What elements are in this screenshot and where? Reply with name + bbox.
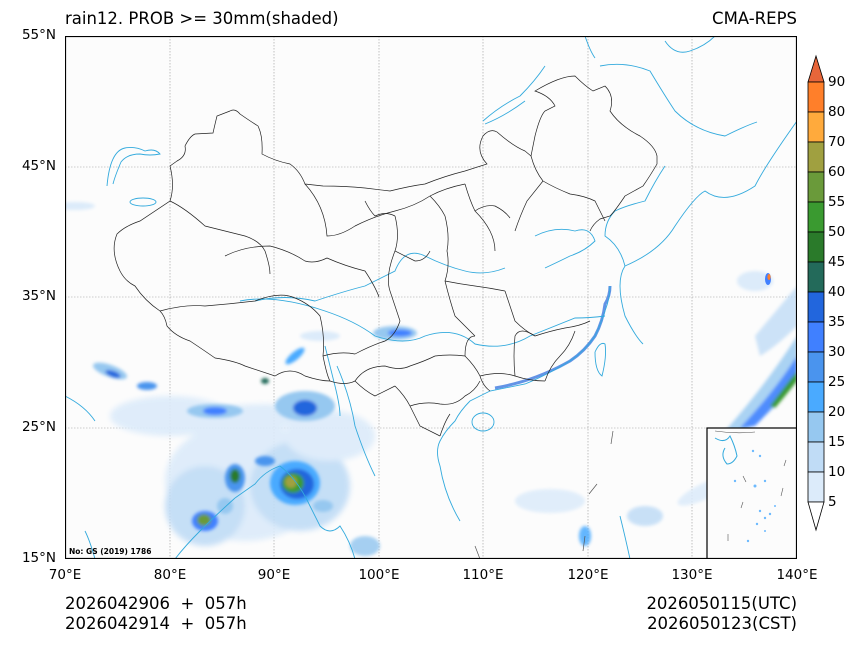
colorbar-label-55: 55 bbox=[828, 194, 846, 210]
map-plot bbox=[55, 35, 798, 560]
x-tick-130e: 130°E bbox=[671, 567, 713, 583]
x-tick-100e: 100°E bbox=[358, 567, 400, 583]
init-time-utc: 2026042906 + 057h bbox=[65, 594, 247, 613]
south-china-sea-inset bbox=[706, 427, 798, 560]
y-tick-45n: 45°N bbox=[21, 158, 56, 174]
init-time-cst: 2026042914 + 057h bbox=[65, 614, 247, 633]
x-tick-110e: 110°E bbox=[462, 567, 504, 583]
x-tick-90e: 90°E bbox=[257, 567, 291, 583]
y-tick-55n: 55°N bbox=[21, 27, 56, 43]
province-borders bbox=[113, 75, 658, 437]
x-tick-70e: 70°E bbox=[48, 567, 82, 583]
colorbar-label-80: 80 bbox=[828, 104, 846, 120]
colorbar bbox=[806, 54, 826, 534]
model-name: CMA-REPS bbox=[712, 9, 797, 28]
map-title: rain12. PROB >= 30mm(shaded) bbox=[65, 9, 339, 28]
colorbar-label-50: 50 bbox=[828, 224, 846, 240]
y-tick-15n: 15°N bbox=[21, 550, 56, 566]
colorbar-label-20: 20 bbox=[828, 404, 846, 420]
colorbar-label-35: 35 bbox=[828, 314, 846, 330]
y-tick-25n: 25°N bbox=[21, 419, 56, 435]
coastlines bbox=[64, 35, 798, 560]
colorbar-label-15: 15 bbox=[828, 434, 846, 450]
colorbar-label-10: 10 bbox=[828, 464, 846, 480]
x-tick-120e: 120°E bbox=[567, 567, 609, 583]
colorbar-label-90: 90 bbox=[828, 74, 846, 90]
valid-time-cst: 2026050123(CST) bbox=[647, 614, 797, 633]
valid-time-utc: 2026050115(UTC) bbox=[646, 594, 797, 613]
colorbar-label-30: 30 bbox=[828, 344, 846, 360]
colorbar-label-40: 40 bbox=[828, 284, 846, 300]
colorbar-label-70: 70 bbox=[828, 134, 846, 150]
colorbar-label-60: 60 bbox=[828, 164, 846, 180]
y-tick-35n: 35°N bbox=[21, 288, 56, 304]
x-tick-80e: 80°E bbox=[153, 567, 187, 583]
colorbar-label-5: 5 bbox=[828, 494, 837, 510]
gridlines bbox=[65, 36, 797, 559]
colorbar-label-25: 25 bbox=[828, 374, 846, 390]
colorbar-label-45: 45 bbox=[828, 254, 846, 270]
x-tick-140e: 140°E bbox=[776, 567, 818, 583]
credit-text: No: GS (2019) 1786 bbox=[69, 547, 152, 556]
